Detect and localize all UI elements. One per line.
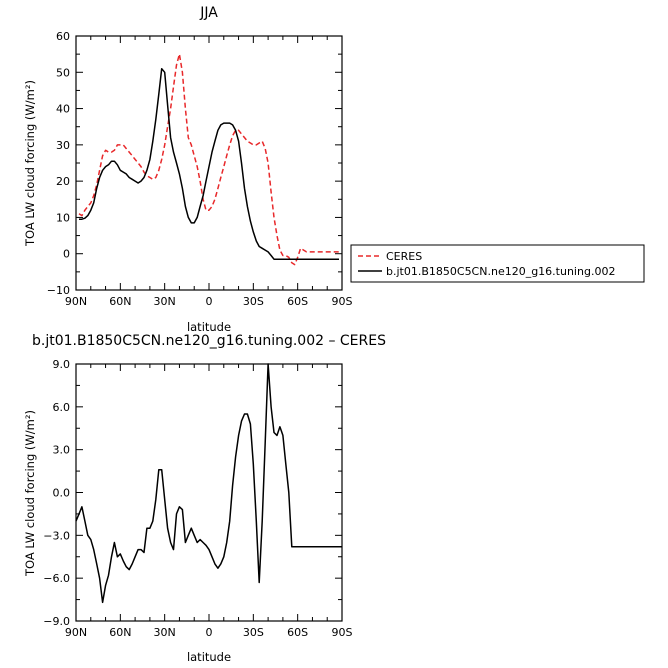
bottom-x-axis-label: latitude: [187, 650, 231, 664]
top-x-tick-label: 60S: [287, 295, 308, 308]
top-series-line-0: [78, 53, 339, 266]
top-y-tick-label: 60: [56, 30, 70, 43]
top-y-tick-label: 10: [56, 211, 70, 224]
bottom-y-tick-label: 3.0: [53, 444, 71, 457]
top-x-tick-label: 60N: [109, 295, 131, 308]
top-y-tick-label: 0: [63, 248, 70, 261]
bottom-y-axis-label: TOA LW cloud forcing (W/m²): [23, 410, 37, 577]
top-x-tick-label: 90N: [65, 295, 87, 308]
top-series-lines: [78, 53, 339, 266]
bottom-y-tick-label: 0.0: [53, 487, 71, 500]
top-series-line-1: [79, 67, 339, 260]
top-y-tick-label: 20: [56, 175, 70, 188]
bottom-series-lines: [75, 363, 342, 604]
top-x-tick-label: 0: [206, 295, 213, 308]
top-x-axis-label: latitude: [187, 320, 231, 334]
bottom-y-tick-label: 9.0: [53, 358, 71, 371]
bottom-y-tick-label: −6.0: [43, 572, 70, 585]
bottom-x-tick-label: 60S: [287, 626, 308, 639]
top-x-tick-label: 30S: [243, 295, 264, 308]
bottom-x-tick-label: 90N: [65, 626, 87, 639]
bottom-plot-title: b.jt01.B1850C5CN.ne120_g16.tuning.002 – …: [32, 333, 386, 349]
bottom-x-tick-label: 60N: [109, 626, 131, 639]
top-x-tick-labels: 90N 60N 30N 0 30S 60S 90S: [65, 295, 353, 308]
top-y-tick-label: −10: [47, 284, 70, 297]
bottom-y-tick-label: −3.0: [43, 529, 70, 542]
top-y-tick-label: 40: [56, 103, 70, 116]
top-y-axis-label: TOA LW cloud forcing (W/m²): [23, 80, 37, 247]
bottom-axes-ticks: [75, 363, 343, 622]
bottom-x-tick-label: 30S: [243, 626, 264, 639]
top-plot-title: JJA: [199, 5, 218, 21]
legend-box: [350, 244, 645, 283]
top-panel: JJA 90N 60N 30N 0 30S 60S 90S −10 0 10 20 30 40 50 60…: [23, 5, 645, 334]
top-y-tick-labels: −10 0 10 20 30 40 50 60: [47, 30, 70, 297]
top-plot-frame: [75, 35, 343, 291]
bottom-x-tick-labels: 90N 60N 30N 0 30S 60S 90S: [65, 626, 353, 639]
top-y-tick-label: 30: [56, 139, 70, 152]
bottom-panel: b.jt01.B1850C5CN.ne120_g16.tuning.002 – …: [23, 333, 386, 664]
bottom-y-tick-label: 6.0: [53, 401, 71, 414]
top-x-tick-label: 90S: [332, 295, 353, 308]
top-y-tick-label: 50: [56, 66, 70, 79]
bottom-y-tick-labels: −9.0 −6.0 −3.0 0.0 3.0 6.0 9.0: [43, 358, 70, 628]
legend-label-model: b.jt01.B1850C5CN.ne120_g16.tuning.002: [386, 265, 615, 278]
legend-label-ceres: CERES: [386, 250, 422, 263]
bottom-x-tick-label: 90S: [332, 626, 353, 639]
bottom-series-line-0: [75, 363, 342, 604]
legend: CERES b.jt01.B1850C5CN.ne120_g16.tuning.…: [350, 244, 645, 283]
top-x-tick-label: 30N: [154, 295, 176, 308]
bottom-x-tick-label: 30N: [154, 626, 176, 639]
bottom-x-tick-label: 0: [206, 626, 213, 639]
bottom-plot-frame: [75, 363, 343, 622]
bottom-y-tick-label: −9.0: [43, 615, 70, 628]
